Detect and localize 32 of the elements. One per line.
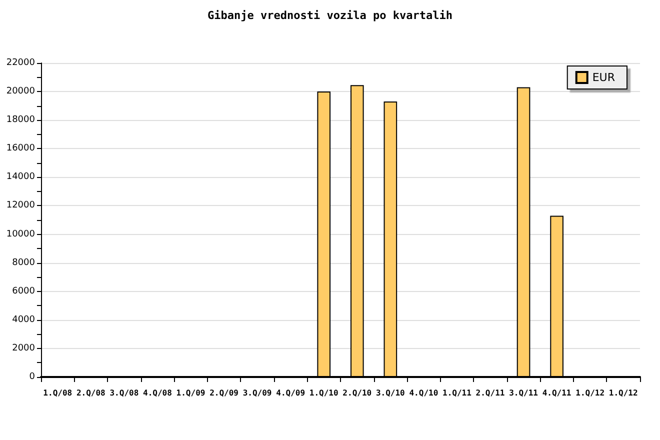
y-tick-label: 18000 [6, 115, 36, 126]
y-tick-label: 10000 [6, 229, 36, 240]
x-tick-label: 4.Q/08 [143, 388, 172, 398]
y-tick-label: 4000 [12, 314, 36, 325]
y-tick-label: 2000 [12, 343, 36, 354]
x-tick-label: 3.Q/10 [376, 388, 406, 398]
y-tick-label: 20000 [6, 86, 36, 97]
x-tick-label: 1.Q/11 [442, 388, 472, 398]
x-tick-label: 2.Q/09 [210, 388, 239, 398]
y-tick-label: 12000 [6, 200, 36, 211]
legend-label: EUR [592, 71, 616, 84]
y-tick-label: 22000 [6, 58, 36, 68]
x-tick-label: 1.Q/08 [43, 388, 72, 398]
x-tick-label: 3.Q/11 [509, 388, 538, 398]
chart-title: Gibanje vrednosti vozila po kvartalih [207, 9, 453, 22]
x-tick-label: 4.Q/09 [276, 388, 306, 398]
x-tick-label: 4.Q/10 [409, 388, 438, 398]
y-tick-label: 0 [29, 372, 36, 382]
x-tick-label: 4.Q/11 [542, 388, 572, 398]
x-tick-label: 1.Q/09 [176, 388, 206, 398]
y-tick-label: 6000 [12, 286, 36, 296]
x-tick-label: 2.Q/10 [342, 388, 372, 398]
x-tick-label: 1.Q/12 [608, 388, 638, 398]
x-tick-label: 3.Q/09 [242, 388, 272, 398]
y-tick-label: 8000 [12, 258, 36, 268]
x-tick-label: 2.Q/11 [476, 388, 505, 398]
y-tick-label: 14000 [6, 172, 36, 182]
x-tick-label: 2.Q/08 [76, 388, 106, 398]
x-tick-label: 3.Q/08 [110, 388, 139, 398]
y-tick-label: 16000 [6, 144, 36, 154]
x-tick-label: 1.Q/12 [576, 388, 605, 398]
x-tick-label: 1.Q/10 [309, 388, 338, 398]
